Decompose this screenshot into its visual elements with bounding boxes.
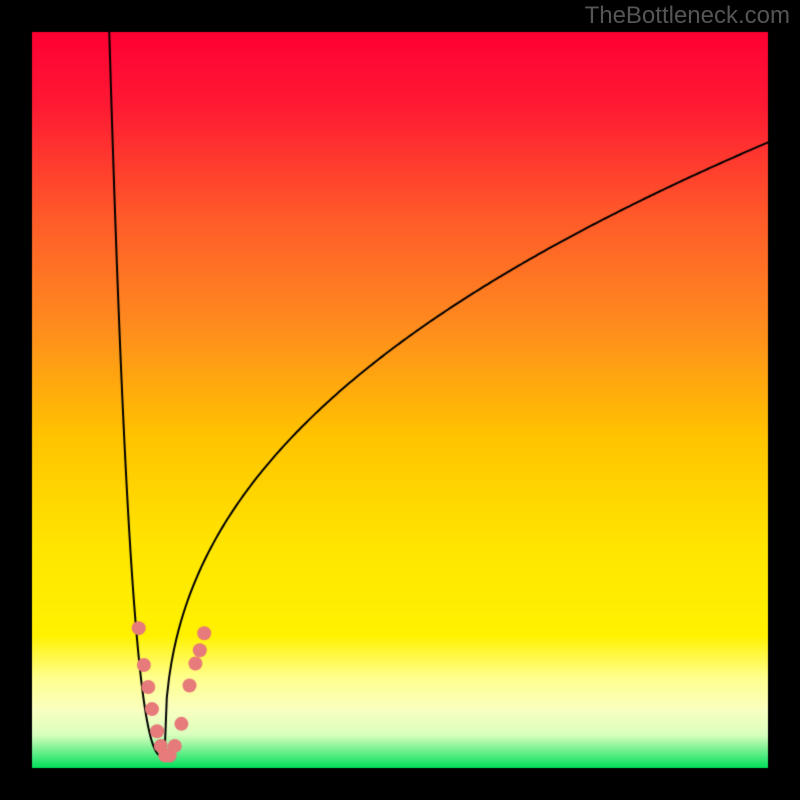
chart-root: TheBottleneck.com	[0, 0, 800, 800]
bottleneck-curve-chart	[0, 0, 800, 800]
